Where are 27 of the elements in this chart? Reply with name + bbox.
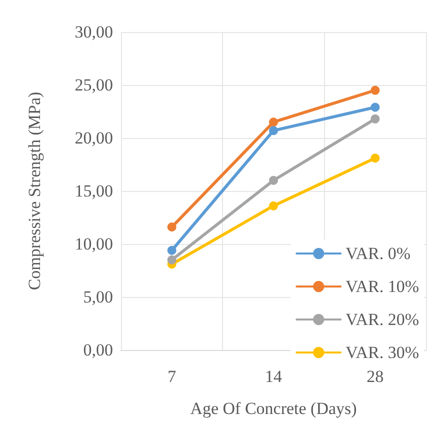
y-tick-label: 20,00: [74, 128, 113, 148]
point: [269, 118, 278, 127]
y-tick-label: 30,00: [74, 22, 113, 42]
x-tick-label: 7: [168, 367, 177, 386]
y-axis-title: Compressive Strength (MPa): [25, 92, 44, 290]
y-tick-label: 0,00: [83, 340, 113, 360]
point: [370, 102, 380, 112]
point: [269, 201, 278, 210]
legend-label: VAR. 30%: [346, 343, 420, 362]
x-tick-label: 14: [265, 367, 282, 386]
y-tick-label: 10,00: [74, 234, 113, 254]
point: [167, 246, 176, 255]
point: [167, 255, 176, 264]
x-axis-title: Age Of Concrete (Days): [190, 399, 357, 418]
y-tick-label: 15,00: [74, 182, 113, 200]
point: [269, 176, 278, 185]
legend-label: VAR. 10%: [346, 277, 420, 296]
point: [370, 114, 380, 124]
y-tick-label: 25,00: [74, 76, 113, 94]
point: [269, 126, 278, 136]
point: [167, 222, 176, 232]
x-tick-label: 28: [366, 367, 384, 386]
legend-label: VAR. 20%: [346, 310, 420, 329]
point: [370, 86, 380, 95]
point: [370, 154, 380, 163]
legend-label: VAR. 0%: [346, 244, 411, 263]
y-tick-label: 5,00: [83, 288, 113, 306]
